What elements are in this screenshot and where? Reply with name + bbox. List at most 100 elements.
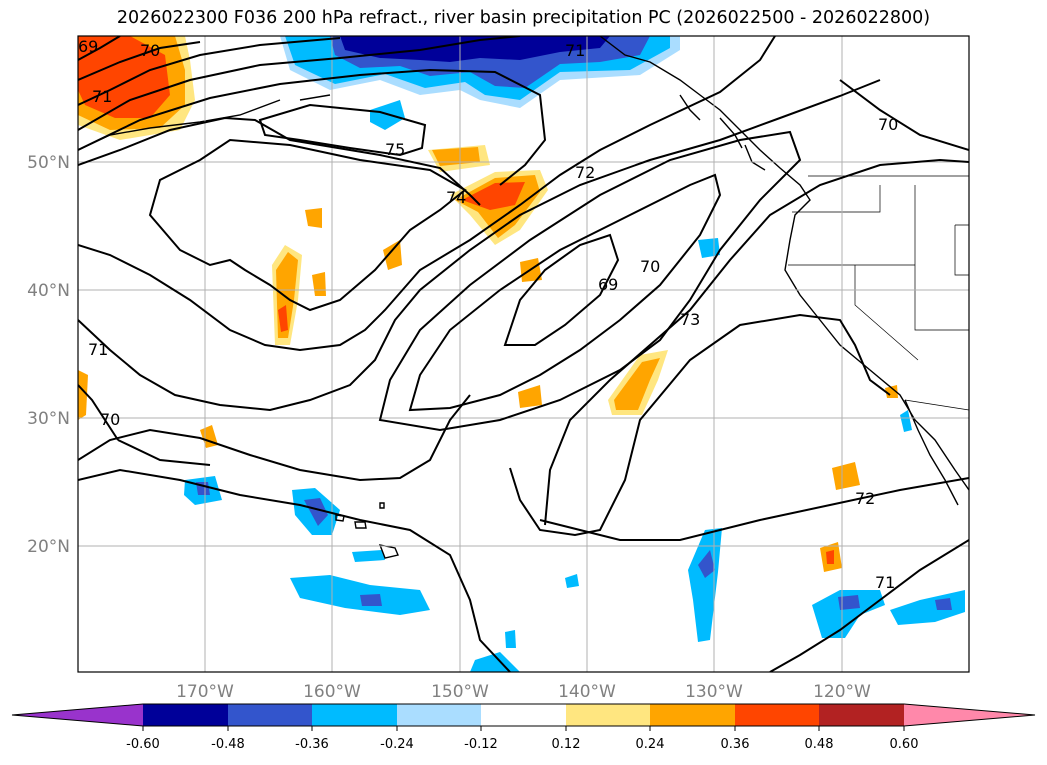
contour-73 — [544, 158, 969, 526]
colorbar-tick-label: -0.24 — [380, 737, 414, 752]
colorbar-extend-high — [904, 704, 1035, 726]
contour-72-nw — [78, 36, 521, 131]
colorbar-bin — [312, 704, 397, 726]
contour-label: 74 — [446, 188, 466, 207]
shade-pos-blob-145w — [518, 385, 542, 408]
colorbar-tick-label: 0.24 — [636, 737, 665, 752]
contour-70-middle — [408, 173, 722, 412]
colorbar-bin — [650, 704, 735, 726]
coast-hawaii-1 — [378, 544, 399, 559]
contour-75-loop — [258, 103, 427, 157]
colorbar-bin — [735, 704, 819, 726]
contour-71-nw — [78, 37, 341, 106]
border-ca-nv — [854, 265, 919, 361]
colorbar-tick-label: -0.48 — [211, 737, 245, 752]
coast-alaska-bc — [599, 36, 969, 491]
border-wa-or — [792, 185, 881, 213]
lon-label: 160°W — [303, 682, 361, 702]
contour-label: 69 — [598, 275, 618, 294]
contour-label: 75 — [385, 140, 405, 159]
coastlines — [78, 36, 969, 559]
shade-neg-blob-131w-strong — [698, 550, 715, 578]
shade-neg-blob-142w — [565, 574, 579, 588]
colorbar-tick-label: 0.36 — [721, 737, 750, 752]
refractivity-contours — [78, 36, 969, 672]
contour-label: 71 — [565, 41, 585, 60]
contour-label: 70 — [640, 257, 660, 276]
contour-74-outer — [78, 116, 481, 206]
contour-label: 71 — [92, 87, 112, 106]
shade-pos-blob-150w-mid — [432, 147, 480, 166]
colorbar-tick-label: -0.60 — [126, 737, 160, 752]
contour-label: 71 — [88, 340, 108, 359]
precip-shading — [78, 36, 965, 672]
colorbar-bin — [566, 704, 650, 726]
shade-neg-blob-115w-strong — [935, 598, 952, 610]
lat-label: 20°N — [27, 537, 70, 557]
longitude-labels: 170°W 160°W 150°W 140°W 130°W 120°W — [176, 682, 871, 702]
gridlines — [78, 36, 969, 672]
contour-label: 72 — [575, 163, 595, 182]
contour-72-south — [509, 313, 891, 537]
contour-outer-sw — [78, 394, 471, 482]
contour-70-nw — [78, 41, 201, 81]
lon-label: 120°W — [813, 682, 871, 702]
shade-pos-blob-120w — [832, 462, 860, 490]
shade-pos-blob-121w-red — [826, 550, 834, 564]
contour-inner-loop — [148, 138, 467, 312]
border-nv-az — [954, 224, 969, 276]
border-id — [914, 185, 969, 331]
lat-label: 50°N — [27, 153, 70, 173]
contour-69-inner — [503, 233, 620, 346]
lon-label: 130°W — [685, 682, 743, 702]
coast-hawaii-4 — [379, 502, 385, 509]
colorbar-bin — [228, 704, 312, 726]
colorbar-tick-label: -0.12 — [464, 737, 498, 752]
contour-label: 69 — [78, 37, 98, 56]
shade-neg-blob-124w — [900, 410, 912, 432]
shade-pos-blob-164w-red — [278, 305, 288, 332]
colorbar-tick-label: 0.48 — [805, 737, 834, 752]
coast-baja — [904, 399, 959, 506]
shade-neg-blob-161w-strong — [304, 498, 328, 526]
colorbar-bin — [397, 704, 481, 726]
shade-neg-blob-hawaii-north — [352, 550, 385, 562]
colorbar-tick-label: -0.36 — [295, 737, 329, 752]
map-background — [78, 36, 969, 672]
colorbar-tick-label: 0.12 — [552, 737, 581, 752]
contour-70-west — [78, 384, 119, 441]
map-area — [77, 35, 970, 673]
contour-71-west — [78, 36, 776, 352]
border-us-mexico — [904, 399, 969, 411]
shade-neg-blob-120w-south-strong — [838, 595, 860, 610]
shade-pos-topleft-strong — [78, 36, 170, 118]
contour-label: 70 — [140, 41, 160, 60]
contour-label: 71 — [875, 573, 895, 592]
shade-pos-blob-135w-mid — [614, 358, 660, 410]
lat-label: 30°N — [27, 409, 70, 429]
shade-pos-blob-lat33 — [78, 370, 88, 420]
shade-pos-blob-160w-small — [305, 208, 322, 228]
shade-neg-top-darkest — [340, 36, 610, 62]
shade-neg-blob-146w-small — [505, 630, 516, 648]
shade-neg-blob-145w-south — [470, 652, 520, 672]
contour-label: 70 — [878, 115, 898, 134]
colorbar-extend-low — [12, 704, 143, 726]
colorbar: -0.60 -0.48 -0.36 -0.24 -0.12 0.12 0.24 … — [11, 703, 1036, 752]
colorbar-bin — [481, 704, 566, 726]
shade-neg-blob-hawaii-strong — [360, 594, 382, 606]
shade-pos-blob-155w — [383, 240, 402, 270]
lat-label: 40°N — [27, 281, 70, 301]
contour-label-group: 69 70 71 75 74 72 71 70 69 70 73 71 70 7… — [78, 37, 898, 592]
contour-72-se — [539, 477, 969, 541]
colorbar-bin — [143, 704, 228, 726]
contour-70-east — [839, 79, 969, 151]
state-borders — [788, 175, 969, 411]
contour-73-nw — [78, 68, 547, 186]
shade-neg-blob-120w-south — [812, 590, 885, 638]
lon-label: 140°W — [558, 682, 616, 702]
latitude-labels: 50°N 40°N 30°N 20°N — [27, 153, 70, 557]
contour-label: 73 — [680, 310, 700, 329]
contour-72-middle — [378, 130, 802, 432]
